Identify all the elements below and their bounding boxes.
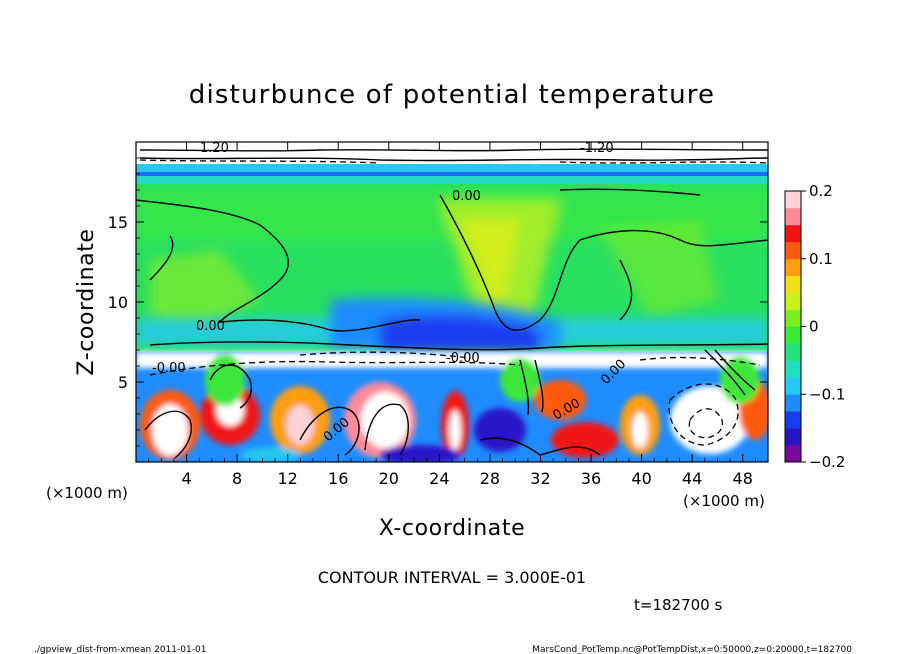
colorbar-tick-label: 0.2 <box>809 182 833 200</box>
colorbar-swatch <box>785 224 801 243</box>
x-tick-label: 48 <box>733 469 753 488</box>
colorbar-tick-label: 0 <box>809 318 819 336</box>
x-tick-label: 16 <box>328 469 348 488</box>
x-tick-label: 36 <box>581 469 601 488</box>
contour-interval-text: CONTOUR INTERVAL = 3.000E-01 <box>318 568 586 587</box>
colorbar-swatch <box>785 258 801 276</box>
x-tick-label: 28 <box>480 469 500 488</box>
x-axis-label: X-coordinate <box>379 516 525 541</box>
z-axis: 5 10 15 <box>108 157 768 447</box>
x-tick-label: 40 <box>631 469 651 488</box>
colorbar-swatch <box>785 411 801 429</box>
chart-title: disturbunce of potential temperature <box>189 80 716 110</box>
x-tick-label: 8 <box>232 469 242 488</box>
z-tick-label: 10 <box>108 293 128 312</box>
footer-left: ./gpview_dist-from-xmean 2011-01-01 <box>34 645 206 654</box>
top-band-cyan-2 <box>136 176 768 184</box>
colorbar-swatch <box>785 445 801 463</box>
x-axis: 4 8 12 16 20 24 28 32 36 40 44 48 <box>148 142 756 488</box>
contour-label: -0.00 <box>446 351 480 366</box>
x-tick-label: 32 <box>530 469 550 488</box>
colorbar-swatch <box>785 326 801 344</box>
y-axis-label: Z-coordinate <box>74 228 99 375</box>
colorbar-swatch <box>785 343 801 361</box>
x-tick-label: 12 <box>278 469 298 488</box>
x-tick-label: 20 <box>379 469 399 488</box>
contour-lines <box>136 148 768 459</box>
time-text: t=182700 s <box>634 596 722 614</box>
z-tick-label: 5 <box>118 373 128 392</box>
x-tick-label: 24 <box>429 469 449 488</box>
colorbar-swatch <box>785 292 801 310</box>
colorbar: 0.2 0.1 0 −0.1 −0.2 <box>784 182 845 471</box>
colorbar-swatch <box>785 191 801 209</box>
colorbar-tick-label: −0.2 <box>809 453 845 471</box>
top-band-cyan <box>136 164 768 172</box>
contour-labels: 0.00 0.00 0.00 0.00 0.00 -0.00 -0.00 1.2… <box>152 141 629 445</box>
colorbar-swatch <box>785 275 801 293</box>
colorbar-swatch <box>785 207 801 226</box>
footer-right: MarsCond_PotTemp.nc@PotTempDist,x=0:5000… <box>532 645 852 654</box>
plot-area: 0.00 0.00 0.00 0.00 0.00 -0.00 -0.00 1.2… <box>136 141 768 462</box>
colorbar-swatch <box>785 241 801 260</box>
colorbar-tick-label: −0.1 <box>809 385 845 403</box>
z-axis-unit: (×1000 m) <box>683 492 765 510</box>
colorbar-swatch <box>785 394 801 412</box>
contour-label: 0.00 <box>196 319 225 334</box>
x-tick-label: 44 <box>682 469 702 488</box>
contour-label: 0.00 <box>452 189 481 204</box>
colorbar-tick-label: 0.1 <box>809 250 833 268</box>
upper-field <box>136 190 768 330</box>
top-band-blue <box>136 172 768 176</box>
lower-turbulence <box>136 352 768 462</box>
colorbar-swatch <box>785 377 801 395</box>
contour-label: -0.00 <box>152 361 186 376</box>
colorbar-swatch <box>785 360 801 378</box>
dashed-contours <box>139 159 768 446</box>
z-tick-label: 15 <box>108 213 128 232</box>
colorbar-swatch <box>785 309 801 327</box>
x-tick-label: 4 <box>181 469 191 488</box>
contour-label: 1.20 <box>200 141 229 156</box>
contour-label: -1.20 <box>580 141 614 156</box>
colorbar-swatch <box>785 428 801 446</box>
x-axis-unit: (×1000 m) <box>46 484 128 502</box>
